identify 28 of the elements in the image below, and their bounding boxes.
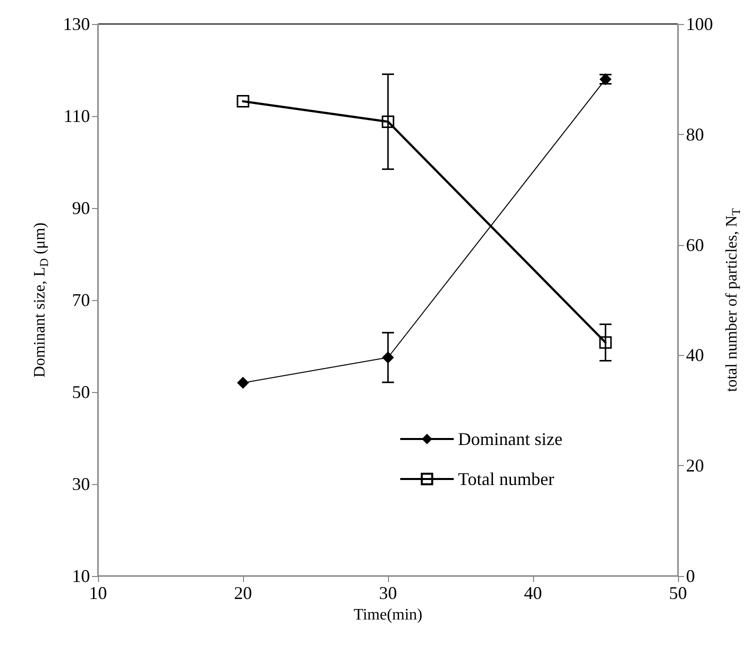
y2-tick-label: 60 <box>686 234 704 255</box>
point <box>236 95 250 108</box>
y-tick-label: 10 <box>72 566 90 586</box>
x-tick-label: 40 <box>524 583 542 603</box>
point <box>237 376 249 389</box>
y2-tick-label: 20 <box>686 456 704 476</box>
y-tick-label: 50 <box>72 382 90 402</box>
y2-tick-label: 100 <box>686 14 713 34</box>
y-tick-label: 130 <box>63 14 90 34</box>
point <box>382 115 394 128</box>
y-tick-label: 70 <box>72 290 90 310</box>
point <box>599 336 612 349</box>
x-tick-label: 10 <box>89 583 107 603</box>
y-axis-title: Dominant size, LD (μm) <box>32 222 51 378</box>
legend-label: Dominant size <box>458 429 562 449</box>
y2-tick-label: 80 <box>686 124 704 144</box>
y-tick-label: 30 <box>72 474 90 494</box>
point <box>382 352 394 364</box>
y2-tick-label: 40 <box>686 345 704 366</box>
y2-axis-title: total number of particles, NT <box>723 207 743 392</box>
legend-label: Total number <box>458 469 554 489</box>
x-axis-title: Time(min) <box>354 606 422 624</box>
x-tick-label: 20 <box>234 583 252 603</box>
x-tick-label: 30 <box>379 583 397 603</box>
x-tick-label: 50 <box>669 583 687 603</box>
y2-tick-label: 0 <box>686 566 695 586</box>
y-tick-label: 90 <box>72 198 90 218</box>
y-tick-label: 110 <box>64 106 90 126</box>
